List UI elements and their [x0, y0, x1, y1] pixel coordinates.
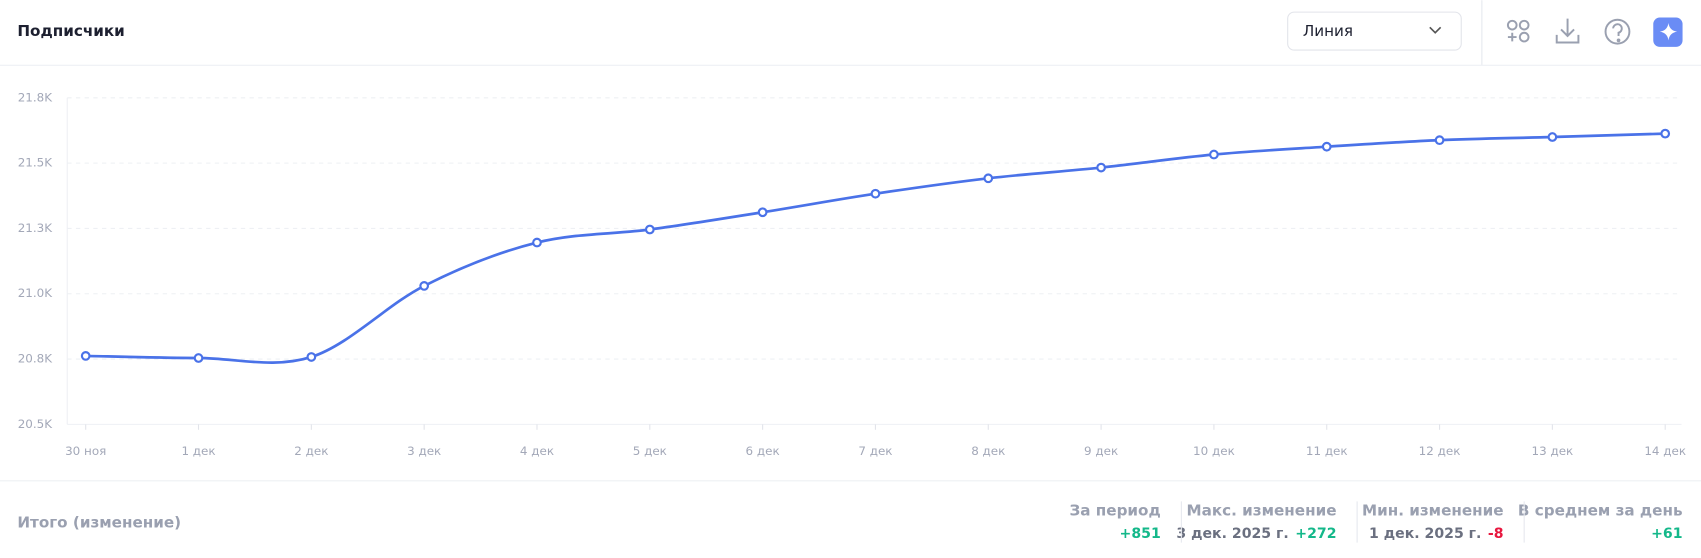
y-tick-label: 21.5K: [18, 156, 54, 170]
point: [1547, 132, 1558, 142]
select-label[interactable]: Линия: [1303, 22, 1353, 40]
x-tick-label: 3 дек: [407, 444, 441, 458]
x-tick-label: 12 дек: [1419, 444, 1461, 458]
stat-title: Мин. изменение: [1362, 502, 1504, 520]
x-tick-label: 9 дек: [1084, 444, 1118, 458]
stat-value: +851: [1120, 526, 1161, 542]
point: [532, 237, 542, 248]
ai-button[interactable]: [1653, 17, 1683, 47]
chevron: [1429, 26, 1442, 34]
chart-title: Подписчики: [17, 22, 124, 40]
stat-date: 3 дек. 2025 г.: [1176, 526, 1288, 542]
point: [306, 352, 317, 362]
x-tick-label: 10 дек: [1193, 444, 1235, 458]
point: [1321, 141, 1332, 152]
stat-value: +272: [1295, 526, 1336, 542]
stat-title: За период: [1070, 502, 1161, 520]
y-tick-label: 21.3K: [18, 221, 54, 235]
point: [757, 207, 768, 218]
y-tick-label: 20.5K: [18, 417, 54, 431]
x-tick-label: 7 дек: [858, 444, 892, 458]
point: [419, 281, 430, 291]
point: [644, 224, 655, 235]
y-tick-label: 21.8K: [18, 90, 54, 104]
x-tick-label: 14 дек: [1644, 444, 1686, 458]
x-tick-label: 6 дек: [746, 444, 780, 458]
point: [1209, 149, 1219, 160]
y-tick-label: 21.0K: [18, 286, 54, 300]
x-tick-label: 5 дек: [633, 444, 667, 458]
x-tick-label: 8 дек: [971, 444, 1005, 458]
point: [870, 188, 881, 199]
stat-value: -8: [1488, 526, 1504, 542]
point: [1660, 128, 1671, 139]
x-tick-label: 1 дек: [181, 444, 215, 458]
view-select[interactable]: Линия: [1287, 11, 1462, 51]
download-icon[interactable]: [1555, 18, 1580, 44]
stat-date: 1 дек. 2025 г.: [1369, 526, 1481, 542]
point: [1434, 135, 1445, 146]
layout-icon[interactable]: [1506, 19, 1530, 43]
point: [1096, 162, 1106, 173]
x-tick-label: 30 ноя: [65, 444, 106, 458]
point: [193, 353, 204, 363]
point: [983, 173, 994, 184]
stat-title: Макс. изменение: [1187, 502, 1337, 520]
point: [80, 351, 91, 361]
x-tick-label: 2 дек: [294, 444, 328, 458]
x-tick-label: 11 дек: [1306, 444, 1348, 458]
help-icon[interactable]: [1604, 18, 1631, 45]
x-tick-label: 4 дек: [520, 444, 554, 458]
y-tick-label: 20.8K: [18, 352, 54, 366]
footer-label: Итого (изменение): [17, 514, 181, 532]
select-box[interactable]: [1287, 11, 1462, 51]
stat-title: В среднем за день: [1518, 502, 1683, 520]
x-tick-label: 13 дек: [1532, 444, 1574, 458]
stat-value: +61: [1651, 526, 1682, 542]
